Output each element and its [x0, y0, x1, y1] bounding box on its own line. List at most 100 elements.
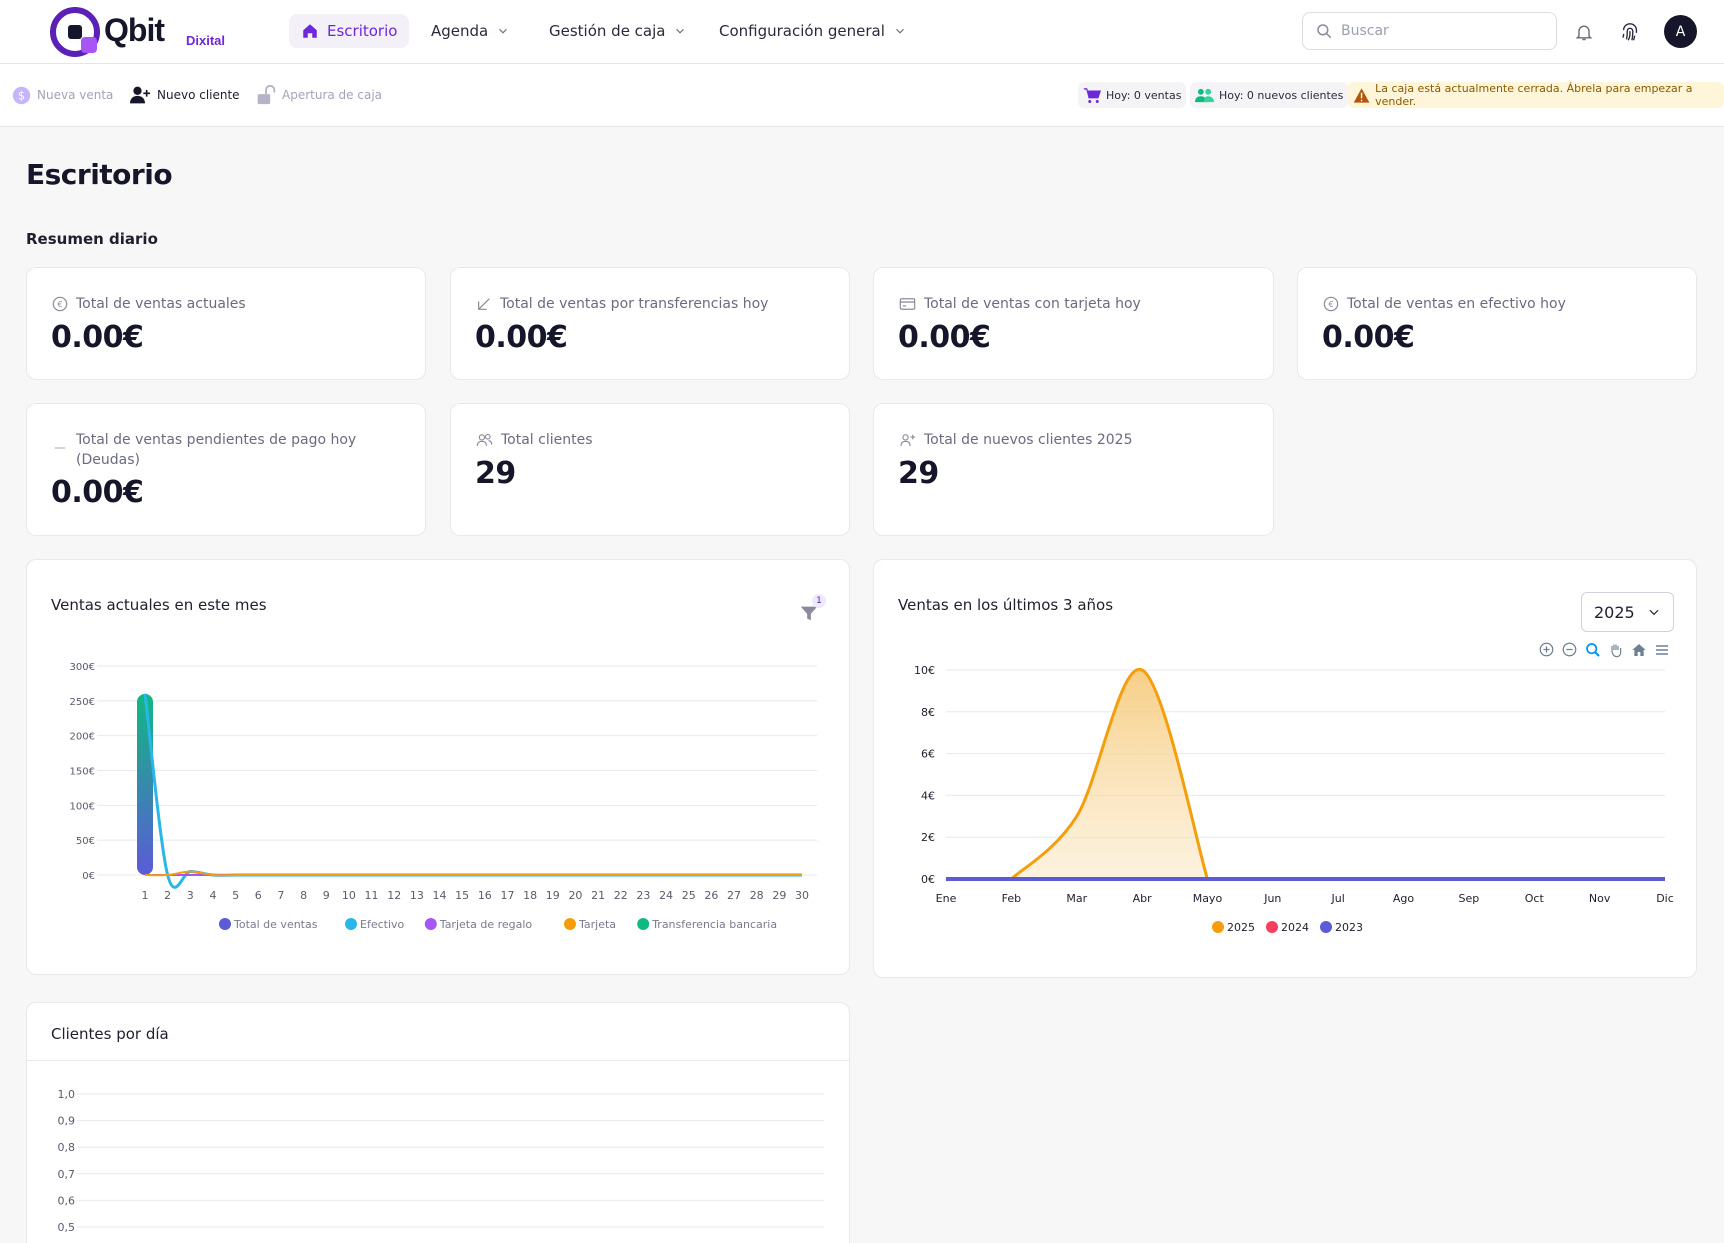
notifications-button[interactable]: [1570, 18, 1598, 46]
x-tick-label: 8: [300, 889, 307, 902]
qbit-logo-icon: [50, 7, 100, 57]
user-plus-icon: [900, 434, 916, 446]
user-avatar[interactable]: A: [1664, 15, 1697, 48]
y-tick-label: 0,7: [58, 1168, 76, 1181]
x-tick-label: Jul: [1331, 892, 1345, 905]
clients-chart-title: Clientes por día: [51, 1025, 169, 1043]
stat-value: 0.00€: [51, 475, 144, 510]
year-select-value: 2025: [1594, 602, 1635, 622]
reset-zoom-button[interactable]: [1630, 641, 1647, 658]
nav-escritorio[interactable]: Escritorio: [289, 14, 410, 48]
search-box[interactable]: [1302, 12, 1557, 50]
stat-value: 0.00€: [475, 320, 568, 355]
legend-marker: [564, 918, 576, 930]
section-title: Resumen diario: [26, 230, 158, 248]
x-tick-label: Sep: [1459, 892, 1480, 905]
chevron-down-icon: [895, 28, 904, 34]
x-tick-label: 9: [323, 889, 330, 902]
stat-value: 0.00€: [898, 320, 991, 355]
x-tick-label: 11: [365, 889, 379, 902]
chart-menu-button[interactable]: [1653, 641, 1670, 658]
x-tick-label: 3: [187, 889, 194, 902]
y-tick-label: 6€: [921, 748, 935, 761]
top-navbar: Qbit Dixital Escritorio Agenda Gestión d…: [0, 0, 1724, 64]
brand-subtitle: Dixital: [186, 33, 226, 48]
x-tick-label: Ene: [936, 892, 957, 905]
nav-gestion-caja-label: Gestión de caja: [549, 22, 666, 40]
euro-icon: €: [1323, 296, 1339, 312]
x-tick-label: 13: [410, 889, 424, 902]
monthly-chart-title: Ventas actuales en este mes: [51, 596, 267, 614]
legend-marker: [345, 918, 357, 930]
stat-value: 0.00€: [51, 320, 144, 355]
y-tick-label: 2€: [921, 831, 935, 844]
stat-card-total-clientes: Total clientes 29: [450, 403, 850, 536]
legend-label: 2023: [1335, 921, 1363, 934]
legend-marker: [1320, 921, 1332, 933]
x-tick-label: 5: [232, 889, 239, 902]
x-tick-label: 19: [546, 889, 560, 902]
y-tick-label: 200€: [70, 732, 95, 743]
stat-label: Total de ventas actuales: [76, 296, 246, 312]
x-tick-label: Dic: [1656, 892, 1674, 905]
y-tick-label: 0€: [921, 873, 935, 886]
home-icon: [303, 24, 317, 38]
nueva-venta-button[interactable]: $ Nueva venta: [12, 83, 113, 107]
data-line-efectivo: [143, 693, 802, 889]
stat-label: Total clientes: [501, 432, 593, 448]
legend-marker: [1212, 921, 1224, 933]
nuevo-cliente-button[interactable]: Nuevo cliente: [129, 83, 240, 107]
stat-label-row: Total de nuevos clientes 2025: [899, 430, 1239, 450]
stat-label-row: Total clientes: [476, 430, 816, 450]
filter-count-badge: 1: [812, 594, 826, 608]
stat-label-row: Total de ventas por transferencias hoy: [476, 294, 816, 314]
quick-actions-bar: $ Nueva venta Nuevo cliente Apertura de …: [0, 64, 1724, 127]
x-tick-label: 12: [387, 889, 401, 902]
data-bar-total-day-1: [137, 693, 153, 875]
nav-gestion-caja[interactable]: Gestión de caja: [537, 14, 699, 48]
x-tick-label: 4: [209, 889, 216, 902]
y-tick-label: 50€: [76, 836, 95, 847]
apertura-caja-button[interactable]: Apertura de caja: [256, 83, 382, 107]
search-input[interactable]: [1341, 23, 1531, 39]
y-tick-label: 0,9: [58, 1115, 76, 1128]
x-tick-label: 28: [750, 889, 764, 902]
apertura-caja-label: Apertura de caja: [282, 88, 383, 102]
data-line-tarjeta: [144, 870, 802, 877]
legend-label: 2024: [1281, 921, 1309, 934]
brand-name: Qbit: [104, 12, 165, 48]
zoom-in-button[interactable]: [1538, 641, 1555, 658]
legend-label: Efectivo: [360, 918, 405, 931]
users-icon: [1195, 88, 1214, 102]
y-tick-label: 8€: [921, 706, 935, 719]
caja-cerrada-text: La caja está actualmente cerrada. Ábrela…: [1375, 82, 1693, 108]
chart-filter-button[interactable]: 1: [798, 594, 826, 626]
legend-label: Total de ventas: [233, 918, 318, 931]
x-tick-label: 21: [591, 889, 605, 902]
stat-card-nuevos-clientes: Total de nuevos clientes 2025 29: [873, 403, 1274, 536]
hoy-ventas-text: Hoy: 0 ventas: [1106, 88, 1182, 102]
stat-label: Total de ventas en efectivo hoy: [1347, 296, 1566, 312]
year-select[interactable]: 2025: [1581, 592, 1674, 632]
x-tick-label: Abr: [1133, 892, 1153, 905]
y-tick-label: 100€: [70, 801, 95, 812]
app-logo[interactable]: Qbit Dixital: [48, 4, 238, 60]
fingerprint-button[interactable]: [1616, 18, 1644, 46]
stat-card-tarjeta: Total de ventas con tarjeta hoy 0.00€: [873, 267, 1274, 380]
pan-button[interactable]: [1607, 641, 1624, 658]
x-tick-label: Ago: [1393, 892, 1415, 905]
zoom-out-button[interactable]: [1561, 641, 1578, 658]
stat-label: Total de nuevos clientes 2025: [924, 432, 1133, 448]
x-tick-label: 25: [682, 889, 696, 902]
y-tick-label: 0,6: [58, 1194, 76, 1207]
filter-icon: [800, 606, 818, 621]
nav-configuracion[interactable]: Configuración general: [707, 14, 919, 48]
nav-agenda[interactable]: Agenda: [419, 14, 522, 48]
zoom-select-button[interactable]: [1584, 641, 1601, 658]
stat-value: 29: [898, 456, 939, 491]
stat-label-row: € Total de ventas actuales: [52, 294, 392, 314]
zoom-out-icon: [1562, 642, 1577, 657]
y-tick-label: 150€: [70, 767, 95, 778]
stat-label: Total de ventas con tarjeta hoy: [924, 296, 1141, 312]
x-tick-label: 26: [704, 889, 718, 902]
